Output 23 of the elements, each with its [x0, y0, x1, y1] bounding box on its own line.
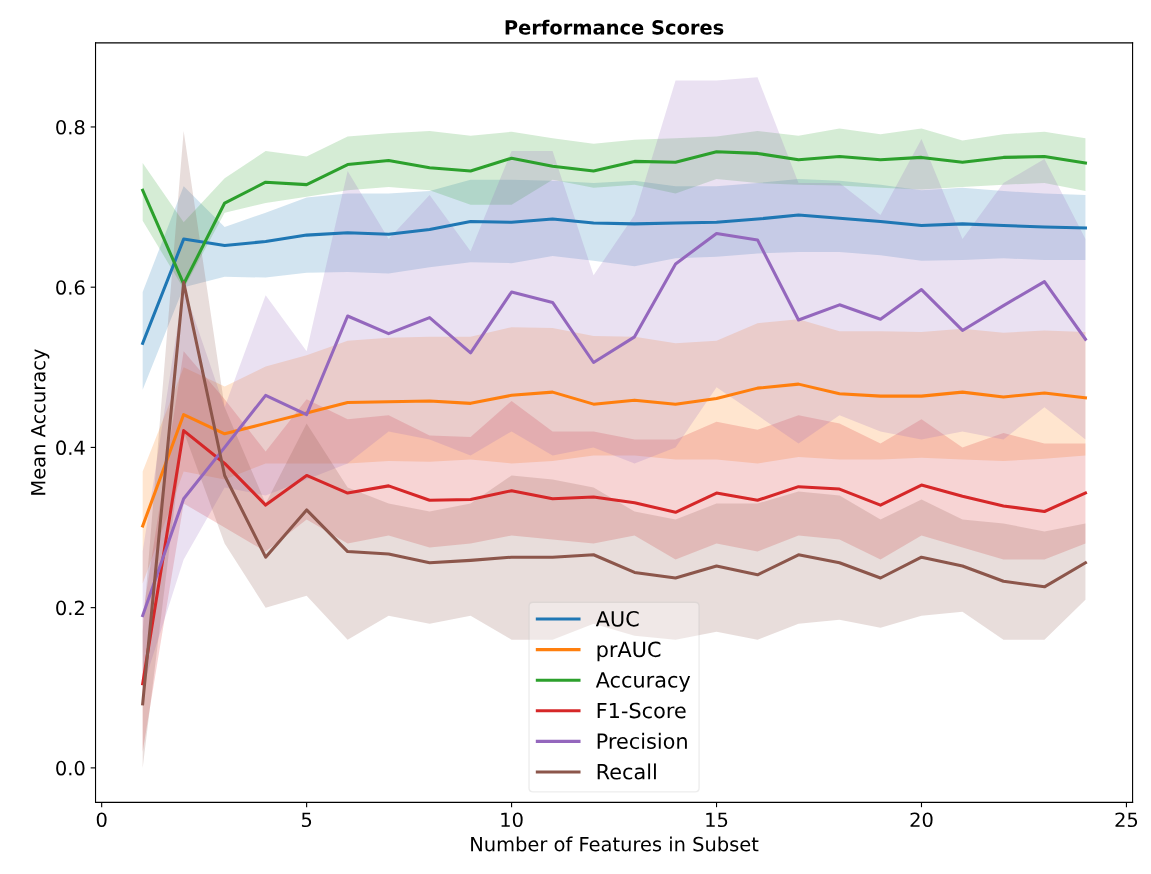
y-tick-label: 0.8 — [56, 119, 85, 135]
y-tick-label: 0.6 — [56, 280, 85, 295]
x-tick-label: 15 — [706, 812, 728, 828]
y-tick-label: 0.4 — [56, 440, 85, 456]
line-series — [141, 382, 1087, 528]
x-tick-label: 25 — [1115, 812, 1138, 828]
x-tick-label: 5 — [301, 812, 312, 828]
y-tick-label: 0.2 — [56, 600, 84, 616]
legend-label: F1-Score — [597, 702, 686, 719]
legend-label: Accuracy — [595, 672, 691, 692]
legend-label: Recall — [597, 763, 656, 780]
x-tick-label: 20 — [910, 812, 933, 828]
legend-label: AUC — [595, 610, 639, 627]
line-series — [141, 213, 1087, 345]
y-axis-title: Mean Accuracy — [31, 349, 50, 495]
y-tick-label: 0.0 — [56, 760, 85, 776]
x-axis-title: Number of Features in Subset — [471, 836, 759, 852]
line-series — [141, 150, 1087, 286]
chart-title: Performance Scores — [505, 19, 724, 35]
legend-label: prAUC — [597, 641, 661, 662]
x-tick-label: 0 — [96, 812, 107, 828]
legend-label: Precision — [597, 732, 687, 749]
x-tick-label: 10 — [501, 812, 523, 828]
